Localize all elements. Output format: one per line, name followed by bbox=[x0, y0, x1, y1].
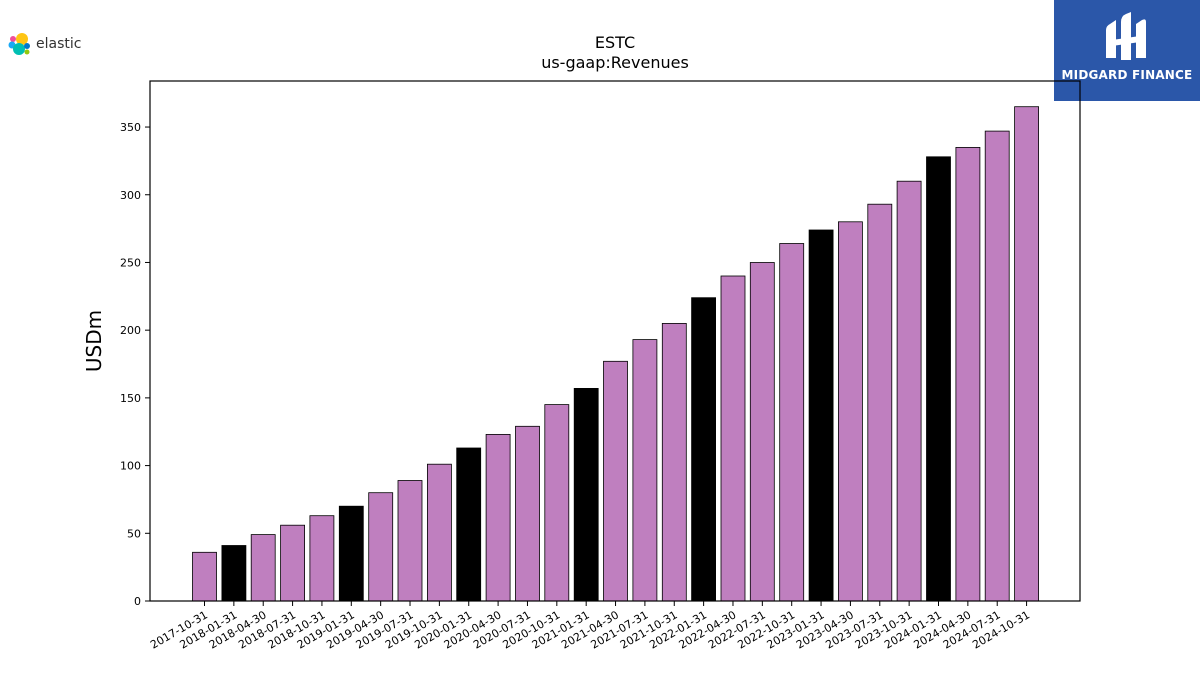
bar-2020-01-31 bbox=[456, 447, 482, 602]
bar-2020-04-30 bbox=[485, 433, 511, 602]
bar-2021-01-31 bbox=[573, 387, 599, 602]
bar-2021-07-31 bbox=[632, 339, 658, 602]
y-tick-label: 300 bbox=[120, 189, 141, 202]
y-tick-label: 250 bbox=[120, 256, 141, 269]
bar-2024-10-31 bbox=[1014, 106, 1039, 602]
bar-2019-07-31 bbox=[397, 480, 423, 602]
bar-2021-10-31 bbox=[661, 322, 687, 602]
bar-2019-10-31 bbox=[426, 463, 452, 602]
midgard-logo-text: MIDGARD FINANCE bbox=[1061, 68, 1193, 82]
bar-2020-07-31 bbox=[515, 425, 540, 602]
y-tick-label: 350 bbox=[120, 121, 141, 134]
bar-2023-07-31 bbox=[867, 203, 893, 602]
chart-title: ESTC bbox=[595, 33, 635, 52]
y-ticks-group: 0 50 100 150 200 250 300 350 bbox=[120, 121, 150, 608]
bar-2019-04-30 bbox=[368, 492, 394, 602]
bar-2018-07-31 bbox=[280, 524, 306, 602]
bar-2024-01-31 bbox=[926, 156, 951, 602]
x-ticks-group: 2017-10-312018-01-312018-04-302018-07-31… bbox=[148, 601, 1032, 652]
bar-2023-10-31 bbox=[896, 180, 922, 602]
bar-2024-07-31 bbox=[984, 130, 1010, 602]
bar-2018-01-31 bbox=[221, 545, 247, 602]
bar-2024-04-30 bbox=[955, 146, 981, 602]
bar-2017-10-31 bbox=[192, 551, 217, 602]
midgard-logo-icon bbox=[1106, 12, 1146, 60]
y-tick-label: 50 bbox=[127, 527, 141, 540]
midgard-finance-logo: MIDGARD FINANCE bbox=[1054, 0, 1200, 101]
y-axis-label: USDm bbox=[82, 310, 106, 372]
plot-frame bbox=[149, 80, 1081, 602]
y-tick-label: 200 bbox=[120, 324, 141, 337]
bar-2023-04-30 bbox=[838, 221, 863, 602]
bar-2018-04-30 bbox=[250, 534, 276, 602]
bar-2023-01-31 bbox=[808, 229, 834, 602]
bar-2022-01-31 bbox=[691, 297, 716, 602]
bar-2019-01-31 bbox=[338, 505, 364, 602]
bar-2022-04-30 bbox=[720, 275, 746, 602]
y-tick-label: 0 bbox=[134, 595, 141, 608]
elastic-logo-icon bbox=[8, 33, 30, 55]
bars-group bbox=[192, 106, 1039, 602]
bar-2022-07-31 bbox=[749, 262, 775, 602]
elastic-logo: elastic bbox=[8, 32, 98, 60]
bar-2020-10-31 bbox=[544, 404, 570, 602]
elastic-logo-text: elastic bbox=[36, 36, 82, 52]
bar-2021-04-30 bbox=[603, 360, 628, 602]
y-tick-label: 150 bbox=[120, 392, 141, 405]
bar-2018-10-31 bbox=[309, 515, 335, 602]
chart-subtitle: us-gaap:Revenues bbox=[541, 53, 689, 72]
y-tick-label: 100 bbox=[120, 460, 141, 473]
bar-2022-10-31 bbox=[779, 243, 805, 602]
